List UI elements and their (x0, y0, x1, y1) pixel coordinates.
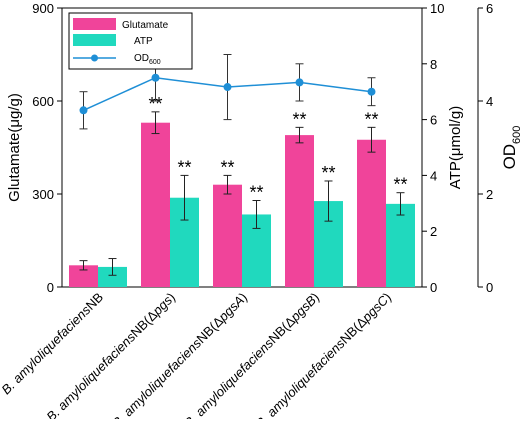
atp-tick-label: 4 (430, 168, 437, 183)
significance-label: ** (393, 175, 407, 195)
significance-label: ** (148, 94, 162, 114)
legend-label-atp: ATP (134, 36, 153, 47)
glutamate-bar (69, 265, 98, 287)
atp-bar (386, 203, 415, 287)
left-axis-title: Glutamate(μg/g) (6, 93, 23, 202)
legend-swatch-atp (73, 34, 116, 46)
left-tick-label: 900 (32, 1, 54, 16)
od-tick-label: 2 (486, 187, 493, 202)
left-tick-label: 0 (47, 280, 54, 295)
od-point (295, 78, 304, 87)
glutamate-bar (141, 122, 170, 287)
atp-tick-label: 10 (430, 1, 444, 16)
left-tick-label: 600 (32, 94, 54, 109)
left-axis-ticks: 0 300 600 900 (32, 1, 62, 295)
atp-bar (98, 266, 127, 287)
od-point (79, 106, 88, 115)
glutamate-bar (357, 139, 386, 287)
legend-label-glutamate: Glutamate (122, 20, 169, 31)
significance-label: ** (249, 183, 263, 203)
od-tick-label: 4 (486, 94, 493, 109)
atp-axis-title: ATP(μmol/g) (447, 106, 464, 189)
legend-od-marker (91, 54, 98, 62)
od-axis-title-subscript: 600 (511, 126, 523, 144)
x-tick-label: B. amyloliquefaciensNB(ΔpgsC) (253, 290, 394, 419)
glutamate-bar (213, 184, 242, 287)
left-tick-label: 300 (32, 187, 54, 202)
significance-label: ** (177, 157, 191, 177)
legend-swatch-glutamate (73, 18, 116, 30)
atp-tick-label: 0 (430, 280, 437, 295)
x-tick-label: B. amyloliquefaciensNB(Δpgs) (43, 290, 178, 419)
od-tick-label: 0 (486, 280, 493, 295)
od-axis-ticks: 0 2 4 6 (478, 1, 493, 295)
significance-label: ** (292, 109, 306, 129)
bars-layer: ** ** ** ** ** ** ** ** (69, 94, 415, 287)
atp-tick-label: 2 (430, 224, 437, 239)
atp-axis-ticks: 0 2 4 6 8 10 (422, 1, 444, 295)
significance-label: ** (364, 109, 378, 129)
glutamate-bar (285, 135, 314, 287)
series-atp-bars: ** ** ** ** (98, 157, 415, 287)
od-point (367, 87, 376, 96)
legend-label-od-subscript: 600 (149, 59, 161, 66)
od-point (151, 73, 160, 82)
atp-tick-label: 8 (430, 57, 437, 72)
od-axis-title: OD600 (500, 126, 523, 170)
significance-label: ** (321, 163, 335, 183)
series-glutamate-bars: ** ** ** ** (69, 94, 386, 287)
atp-tick-label: 6 (430, 113, 437, 128)
significance-label: ** (220, 157, 234, 177)
od-tick-label: 6 (486, 1, 493, 16)
od-point (223, 83, 232, 92)
x-tick-label: B. amyloliquefaciensNB(ΔpgsB) (181, 290, 322, 419)
x-tick-label: B. amyloliquefaciensNB(ΔpgsA) (109, 290, 250, 419)
